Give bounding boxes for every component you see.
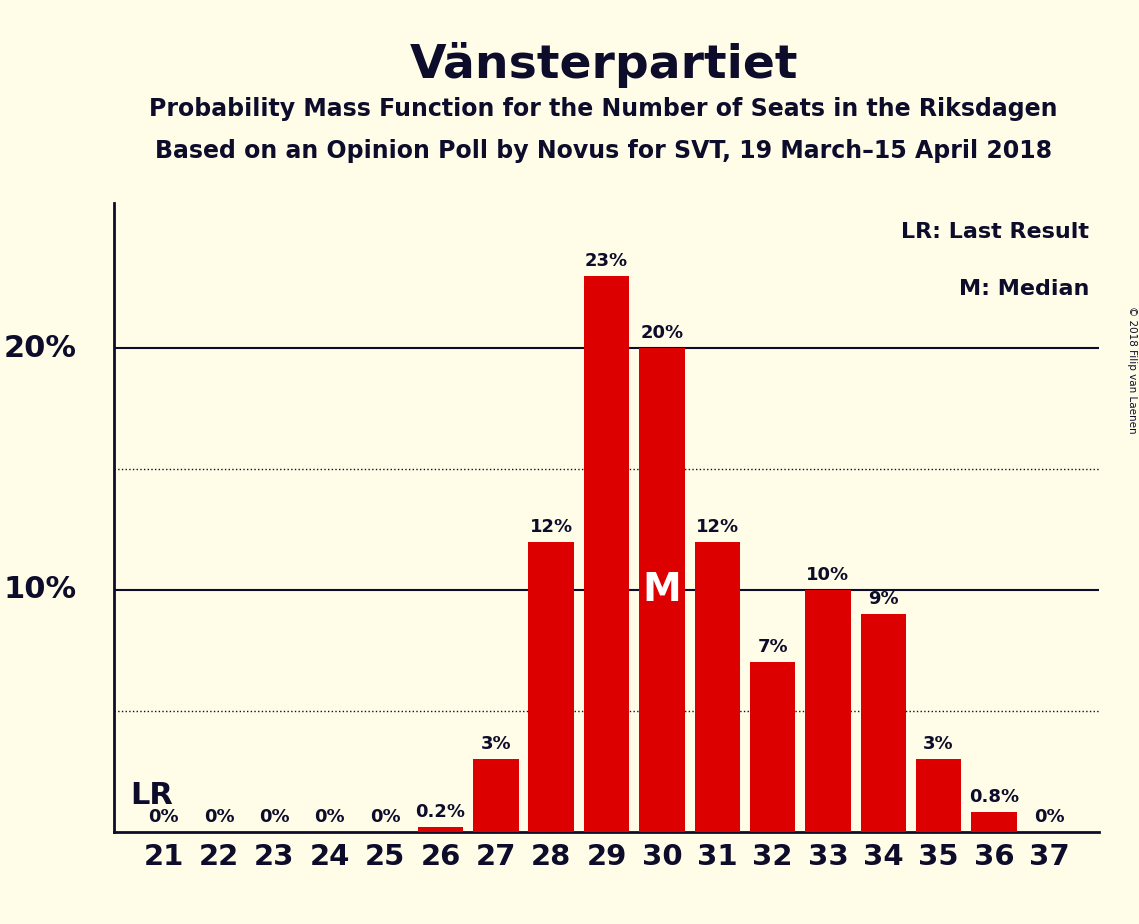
Bar xyxy=(749,663,795,832)
Text: Based on an Opinion Poll by Novus for SVT, 19 March–15 April 2018: Based on an Opinion Poll by Novus for SV… xyxy=(155,139,1052,163)
Bar xyxy=(861,614,906,832)
Text: M: Median: M: Median xyxy=(959,279,1089,298)
Text: 0%: 0% xyxy=(204,808,235,825)
Text: 0%: 0% xyxy=(370,808,401,825)
Text: Probability Mass Function for the Number of Seats in the Riksdagen: Probability Mass Function for the Number… xyxy=(149,97,1058,121)
Text: 9%: 9% xyxy=(868,590,899,608)
Bar xyxy=(805,590,851,832)
Text: 20%: 20% xyxy=(3,334,76,363)
Text: 12%: 12% xyxy=(696,517,739,536)
Text: 20%: 20% xyxy=(640,324,683,342)
Text: 0%: 0% xyxy=(1034,808,1065,825)
Bar xyxy=(916,760,961,832)
Text: 12%: 12% xyxy=(530,517,573,536)
Text: 3%: 3% xyxy=(924,736,954,753)
Bar xyxy=(528,541,574,832)
Bar xyxy=(639,348,685,832)
Bar xyxy=(584,275,629,832)
Text: 0.2%: 0.2% xyxy=(416,803,466,821)
Text: 0%: 0% xyxy=(259,808,289,825)
Text: 0%: 0% xyxy=(314,808,345,825)
Text: 3%: 3% xyxy=(481,736,511,753)
Text: 23%: 23% xyxy=(585,251,628,270)
Bar xyxy=(972,812,1017,832)
Text: 0.8%: 0.8% xyxy=(969,788,1019,807)
Bar xyxy=(473,760,518,832)
Text: M: M xyxy=(642,571,681,609)
Text: 7%: 7% xyxy=(757,638,788,656)
Bar xyxy=(418,827,464,832)
Text: 0%: 0% xyxy=(148,808,179,825)
Text: © 2018 Filip van Laenen: © 2018 Filip van Laenen xyxy=(1126,306,1137,433)
Bar xyxy=(695,541,740,832)
Text: Vänsterpartiet: Vänsterpartiet xyxy=(409,42,798,88)
Text: 10%: 10% xyxy=(3,576,76,604)
Text: LR: Last Result: LR: Last Result xyxy=(901,222,1089,242)
Text: LR: LR xyxy=(131,781,173,809)
Text: 10%: 10% xyxy=(806,565,850,584)
